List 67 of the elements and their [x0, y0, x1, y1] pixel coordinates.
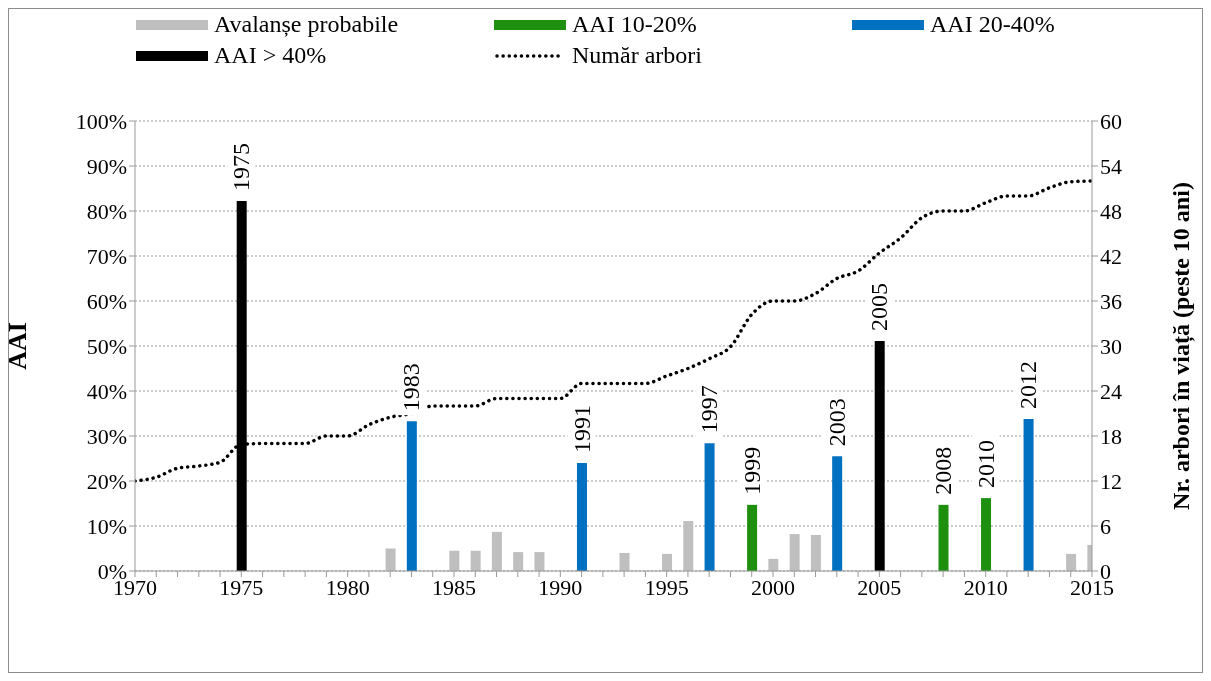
y2-tick-label: 54: [1100, 153, 1122, 179]
y2-tick-label: 42: [1100, 243, 1122, 269]
y2-tick-label: 6: [1100, 513, 1111, 539]
bar: [619, 553, 630, 571]
y-tick-label: 30%: [86, 423, 127, 449]
bar: [470, 550, 481, 571]
x-tick-label: 2000: [751, 574, 795, 600]
y-axis-title: AAI: [3, 322, 33, 370]
y2-tick-label: 60: [1100, 108, 1122, 134]
bar: [789, 534, 800, 571]
annotation: 1983: [398, 363, 425, 412]
bar: [747, 504, 758, 571]
bar: [832, 456, 843, 571]
bar: [491, 531, 502, 571]
bar: [385, 548, 396, 571]
bar: [449, 550, 460, 571]
y2-tick-label: 18: [1100, 423, 1122, 449]
bar: [513, 552, 524, 571]
y-tick-label: 50%: [86, 333, 127, 359]
bar: [810, 535, 821, 571]
bar: [1023, 418, 1034, 571]
x-tick-label: 1980: [325, 574, 370, 600]
y-tick-label: 80%: [86, 198, 127, 224]
y-tick-label: 20%: [86, 468, 127, 494]
bar: [704, 443, 715, 571]
bar: [683, 521, 694, 571]
bar: [938, 504, 949, 571]
legend-label: AAI 20-40%: [930, 11, 1055, 38]
x-tick-label: 1985: [432, 574, 476, 600]
x-tick-label: 1975: [219, 574, 264, 600]
annotation: 2012: [1015, 360, 1042, 409]
y2-tick-label: 30: [1100, 333, 1122, 359]
annotation: 2003: [823, 398, 850, 447]
y2-tick-label: 36: [1100, 288, 1122, 314]
x-tick-label: 1995: [644, 574, 689, 600]
bar: [768, 558, 779, 571]
x-tick-label: 2005: [857, 574, 902, 600]
bar: [1066, 553, 1077, 571]
annotation: 1999: [738, 446, 765, 495]
annotation: 1975: [228, 143, 255, 192]
legend-label: Număr arbori: [572, 42, 702, 69]
annotation: 1991: [568, 405, 595, 453]
bar: [981, 498, 992, 571]
legend-label: AAI 10-20%: [572, 11, 697, 38]
y-tick-label: 60%: [86, 288, 127, 314]
bar: [534, 552, 545, 571]
x-tick-label: 2010: [963, 574, 1008, 600]
bar: [576, 463, 587, 571]
bar: [406, 421, 417, 571]
legend-label: Avalanșe probabile: [214, 11, 399, 38]
y2-tick-label: 12: [1100, 468, 1122, 494]
y-tick-label: 100%: [75, 108, 127, 134]
y-tick-label: 90%: [86, 153, 127, 179]
y-tick-label: 40%: [86, 378, 127, 404]
bar: [874, 341, 885, 571]
annotation: 1997: [696, 385, 723, 434]
y2-axis-title: Nr. arbori în viață (peste 10 ani): [1167, 182, 1195, 510]
y2-tick-label: 48: [1100, 198, 1122, 224]
bar: [662, 553, 673, 571]
y2-tick-label: 24: [1100, 378, 1122, 404]
annotation: 2010: [972, 440, 999, 489]
annotation: 2005: [866, 283, 893, 332]
annotation: 2008: [930, 446, 957, 495]
y-tick-label: 70%: [86, 243, 127, 269]
legend-label: AAI > 40%: [214, 42, 327, 69]
y-tick-label: 10%: [86, 513, 127, 539]
x-tick-label: 1990: [538, 574, 583, 600]
